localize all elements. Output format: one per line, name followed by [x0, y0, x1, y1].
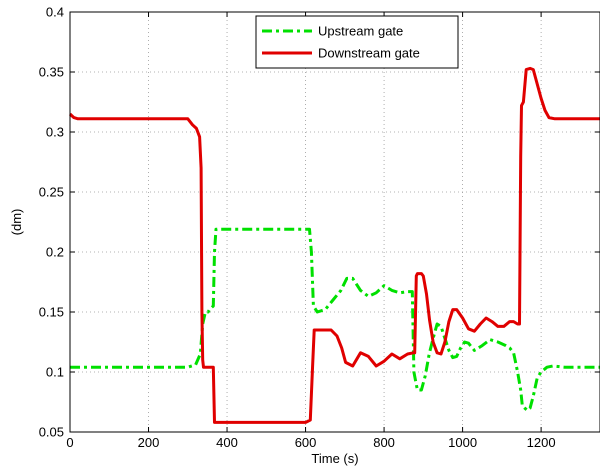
x-tick-label: 400	[216, 435, 238, 450]
series-line-downstream-gate	[68, 66, 600, 424]
y-tick-label: 0.15	[39, 305, 64, 320]
y-tick-label: 0.25	[39, 185, 64, 200]
x-axis-label: Time (s)	[311, 451, 358, 466]
y-tick-label: 0.35	[39, 65, 64, 80]
x-tick-label: 1000	[448, 435, 477, 450]
x-tick-label: 1200	[527, 435, 556, 450]
tick-labels: 0 200 400 600 800 1000 1200 0.05 0.1 0.15 0.2 0.25 0…	[39, 5, 556, 451]
legend-label-downstream-gate: Downstream gate	[318, 46, 420, 61]
x-tick-label: 800	[373, 435, 395, 450]
series-layer	[68, 66, 600, 424]
y-tick-label: 0.1	[46, 365, 64, 380]
plot-area	[70, 12, 600, 432]
y-tick-label: 0.4	[46, 5, 64, 20]
y-tick-label: 0.2	[46, 245, 64, 260]
legend-box	[255, 15, 459, 69]
plot-frame	[69, 11, 600, 433]
y-tick-label: 0.3	[46, 125, 64, 140]
x-tick-label: 600	[295, 435, 317, 450]
series-line-upstream-gate	[70, 227, 600, 412]
legend-label-upstream-gate: Upstream gate	[318, 24, 403, 39]
legend: Upstream gate Downstream gate	[255, 15, 459, 69]
ticks	[69, 11, 600, 433]
y-tick-label: 0.05	[39, 425, 64, 440]
x-tick-label: 200	[138, 435, 160, 450]
y-axis-label: (dm)	[9, 209, 24, 236]
x-tick-label: 0	[66, 435, 73, 450]
